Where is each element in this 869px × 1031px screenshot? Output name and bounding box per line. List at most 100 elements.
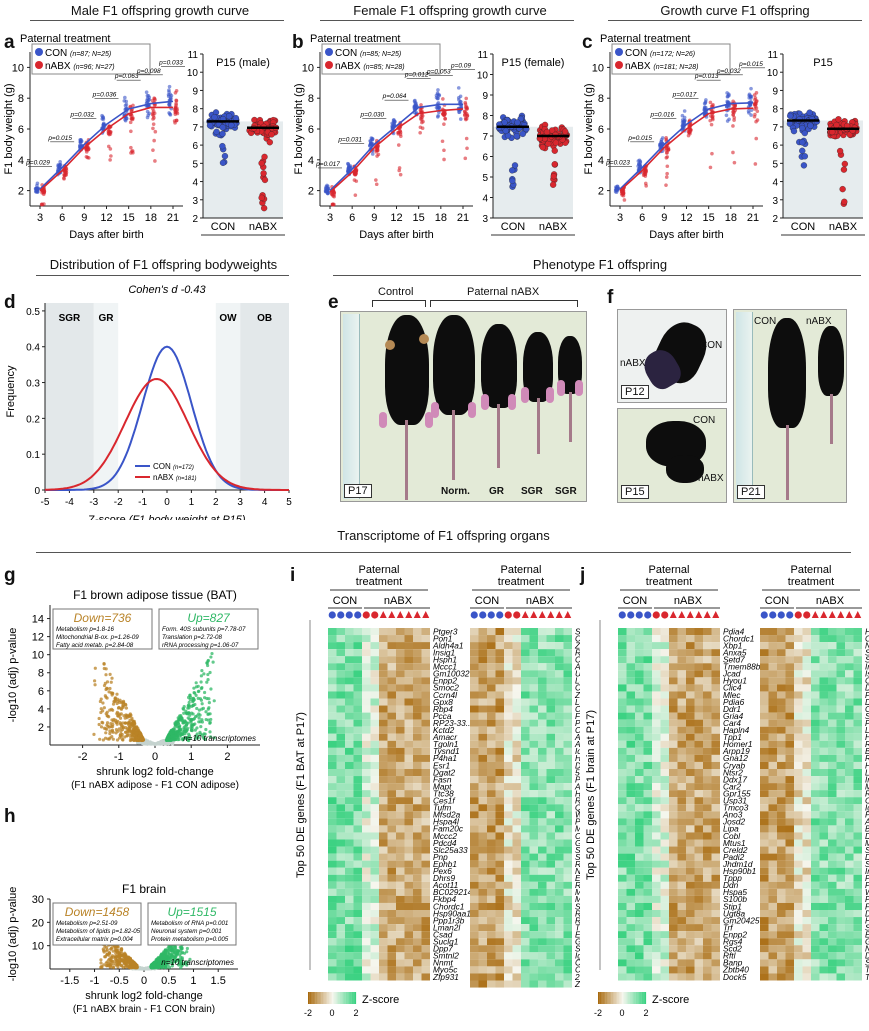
heatmap-cell (370, 811, 379, 819)
heatmap-cell (563, 804, 572, 812)
tail (569, 392, 572, 442)
data-point-nabx (621, 190, 625, 195)
point-down (98, 737, 102, 741)
heatmap-cell (546, 867, 555, 875)
heatmap-cell (387, 684, 396, 692)
point-up (180, 732, 184, 736)
heatmap-cell (336, 917, 345, 925)
ear (385, 340, 395, 350)
heatmap-cell (404, 867, 413, 875)
x-tick-label: 6 (349, 212, 355, 224)
point-up (166, 960, 170, 964)
heatmap-cell (370, 853, 379, 861)
heatmap-cell (336, 642, 345, 650)
heatmap-cell (478, 747, 487, 755)
heatmap-cell (538, 733, 547, 741)
point-down (117, 736, 122, 740)
heatmap-cell (538, 776, 547, 784)
data-point-nabx (664, 183, 668, 187)
heatmap-cell (396, 917, 405, 925)
heatmap-cell (563, 860, 572, 868)
point-down (118, 698, 122, 702)
gene-label: Extl1 (575, 873, 580, 883)
heatmap-cell (413, 839, 422, 847)
heatmap-cell (495, 874, 504, 882)
y-tick-label: 4 (18, 155, 24, 167)
heatmap-cell (529, 846, 538, 854)
y-tick-label: 0.5 (26, 307, 40, 318)
heatmap-cell (421, 881, 430, 889)
heatmap-cell (555, 635, 564, 643)
heatmap-cell (353, 747, 362, 755)
heatmap-cell (470, 663, 479, 671)
data-point-nabx (754, 136, 759, 141)
y-tick-label: 8 (18, 93, 24, 105)
heatmap-cell (495, 769, 504, 777)
heatmap-cell (504, 663, 513, 671)
x-tick-label: -3 (89, 497, 98, 508)
inset-point-con (799, 124, 806, 132)
heatmap-cell (336, 670, 345, 678)
pvalue-label: p=0.031 (337, 136, 362, 143)
point-down (119, 947, 123, 952)
heatmap-cell (413, 740, 422, 748)
inset-point-nabx (539, 144, 546, 151)
heatmap-cell (353, 790, 362, 798)
heatmap-cell (404, 924, 413, 932)
inset-point-nabx (550, 173, 557, 180)
point-down (93, 683, 97, 687)
gene-label: Pdcd4 (433, 838, 457, 848)
heatmap-cell (370, 733, 379, 741)
heatmap-cell (512, 881, 521, 889)
section-rule (36, 275, 289, 276)
heatmap-cell (336, 797, 345, 805)
heatmap-cell (413, 656, 422, 664)
heatmap-cell (379, 924, 388, 932)
gene-label: 5430407P (575, 767, 580, 777)
tail (830, 394, 833, 444)
y-tick-label: 8 (38, 668, 44, 680)
data-point-nabx (152, 111, 157, 116)
legend-marker-nabx (325, 61, 333, 69)
heatmap-cell (521, 698, 530, 706)
heatmap-cell (546, 860, 555, 868)
heatmap-cell (387, 797, 396, 805)
heatmap-cell (379, 740, 388, 748)
point-down (135, 963, 139, 968)
point-down (115, 692, 119, 696)
point-down (124, 706, 129, 710)
heatmap-cell (353, 895, 362, 903)
enrichment-term: Form. 40S subunits p=7.78-07 (162, 626, 246, 633)
heatmap-cell (512, 860, 521, 868)
heatmap-cell (529, 754, 538, 762)
heatmap-cell (379, 691, 388, 699)
heatmap-cell (421, 790, 430, 798)
heatmap-cell (487, 747, 496, 755)
point-ns (148, 741, 152, 746)
inset-point-con (511, 162, 519, 169)
heatmap-cell (521, 747, 530, 755)
data-point-nabx (753, 96, 758, 100)
sample-marker-nabx (521, 611, 529, 618)
heatmap-cell (563, 839, 572, 847)
data-point-nabx (464, 117, 468, 122)
x-tick-label: 21 (457, 212, 469, 224)
chart-title: F1 brown adipose tissue (BAT) (73, 588, 237, 602)
inset-point-con (790, 127, 798, 135)
heatmap-cell (421, 628, 430, 636)
point-down (97, 716, 101, 721)
heatmap-cell (413, 776, 422, 784)
heatmap-cell (379, 776, 388, 784)
inset-point-nabx (561, 128, 569, 135)
heatmap-cell (487, 754, 496, 762)
point-down (121, 965, 126, 970)
heatmap-cell (504, 649, 513, 657)
data-point-nabx (464, 96, 469, 101)
point-down (105, 721, 110, 725)
heatmap-cell (404, 895, 413, 903)
heatmap-cell (328, 733, 337, 741)
heatmap-cell (353, 797, 362, 805)
y-tick-label: 0 (34, 486, 40, 497)
point-down (117, 712, 121, 716)
heatmap-cell (413, 747, 422, 755)
